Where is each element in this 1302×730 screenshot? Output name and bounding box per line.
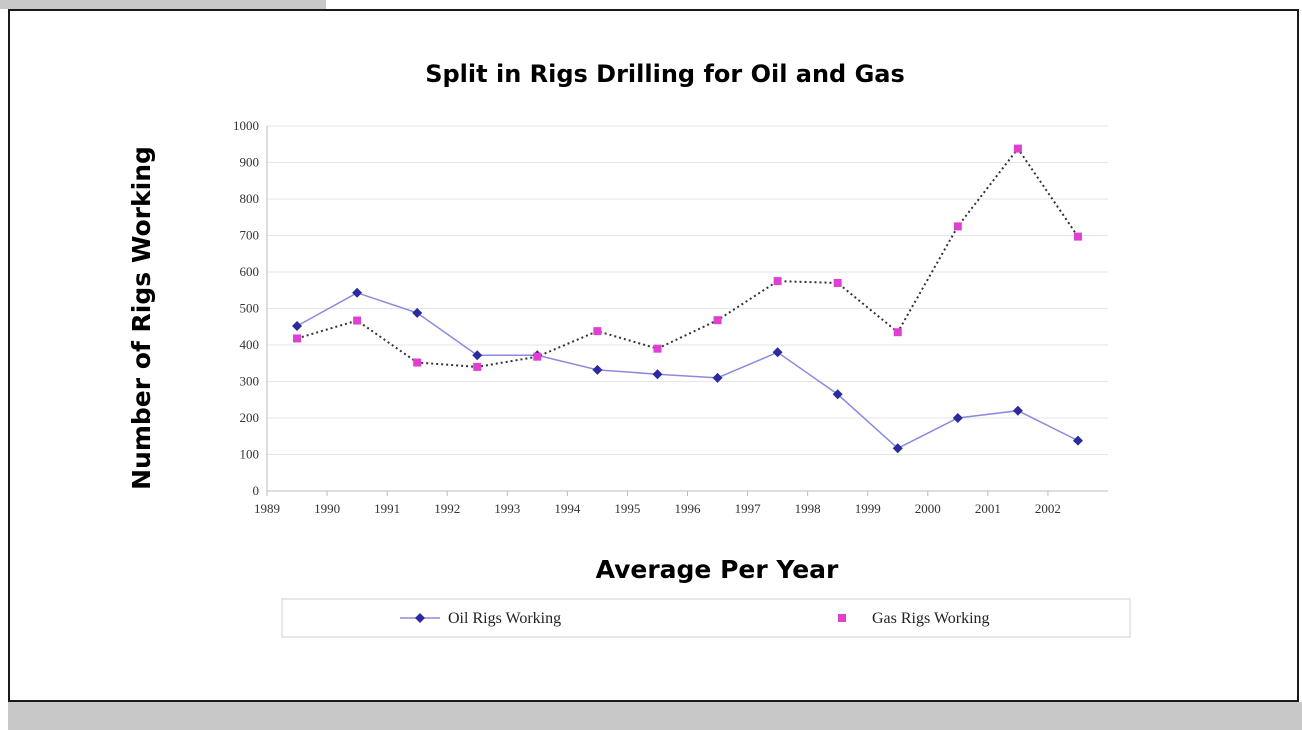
y-axis-title: Number of Rigs Working (127, 146, 156, 490)
gas-rigs-working-point (533, 352, 542, 361)
gas-rigs-working-point (293, 334, 302, 343)
oil-rigs-working-point (952, 413, 963, 423)
gas-rigs-working-point (593, 327, 602, 336)
bottom-bar (8, 702, 1302, 730)
y-tick-label: 0 (253, 483, 260, 498)
oil-rigs-working-point (592, 364, 603, 375)
x-axis-title: Average Per Year (596, 555, 839, 584)
x-tick-label: 1991 (374, 501, 400, 516)
oil-rigs-working-point (712, 372, 723, 383)
y-tick-label: 100 (240, 447, 260, 462)
oil-rigs-working-point (1012, 405, 1023, 416)
gas-rigs-working-point (1073, 232, 1082, 241)
y-tick-label: 800 (240, 191, 260, 206)
x-tick-label: 1990 (314, 501, 340, 516)
gas-rigs-working-point (953, 222, 962, 231)
x-tick-label: 1999 (855, 501, 881, 516)
gas-rigs-working-point (413, 358, 422, 367)
legend-label-gas-rigs-working: Gas Rigs Working (872, 610, 990, 627)
y-tick-label: 400 (240, 337, 260, 352)
oil-rigs-working-line (296, 291, 1079, 450)
top-tab-strip (0, 0, 326, 9)
oil-rigs-working-point (472, 350, 483, 361)
y-tick-labels: 0 100 200 300 400 500 600 700 800 900 1000 (233, 118, 259, 498)
oil-rigs-working-point (1072, 435, 1083, 446)
x-tick-label: 1992 (434, 501, 460, 516)
gas-rigs-working-point (473, 362, 482, 371)
oil-rigs-working-point (892, 443, 903, 454)
y-tick-label: 600 (240, 264, 260, 279)
x-tick-label: 1993 (494, 501, 520, 516)
x-tick-label: 1998 (795, 501, 821, 516)
x-tick-label: 1996 (675, 501, 702, 516)
chart-title: Split in Rigs Drilling for Oil and Gas (425, 60, 905, 88)
oil-rigs-working-point (652, 369, 663, 380)
x-tick-label: 1989 (254, 501, 280, 516)
x-tick-label: 1994 (554, 501, 581, 516)
x-tick-label: 2000 (915, 501, 941, 516)
y-tick-label: 700 (240, 228, 260, 243)
oil-rigs-working-point (772, 347, 783, 358)
slide-frame (8, 9, 1299, 702)
gas-rigs-working-point (353, 316, 362, 325)
x-tick-label: 1997 (735, 501, 762, 516)
x-tick-labels: 1989 1990 1991 1992 1993 1994 1995 1996 1997 1998… (254, 491, 1061, 516)
y-tick-label: 1000 (233, 118, 259, 133)
y-tick-label: 300 (240, 374, 260, 389)
gas-rigs-working-point (713, 316, 722, 325)
legend: Oil Rigs Working Gas Rigs Working (281, 598, 1131, 638)
x-tick-label: 2001 (975, 501, 1001, 516)
gas-rigs-working-line (296, 146, 1079, 368)
gas-rigs-working-point (653, 344, 662, 353)
y-tick-label: 500 (240, 301, 260, 316)
x-tick-label: 1995 (614, 501, 640, 516)
legend-swatch-marker (838, 614, 846, 622)
series-group (292, 144, 1083, 454)
y-tick-label: 900 (240, 155, 260, 170)
legend-label-oil-rigs-working: Oil Rigs Working (448, 610, 561, 627)
oil-rigs-working-point (352, 287, 363, 298)
gas-rigs-working-point (1013, 144, 1022, 153)
legend-swatch-marker (415, 613, 425, 623)
gas-rigs-working-point (833, 278, 842, 287)
gridlines (266, 125, 1108, 492)
oil-rigs-working-point (832, 389, 843, 400)
oil-rigs-working-point (292, 321, 303, 332)
oil-rigs-working-point (412, 307, 423, 318)
y-tick-label: 200 (240, 410, 260, 425)
x-tick-label: 2002 (1035, 501, 1061, 516)
gas-rigs-working-point (773, 277, 782, 286)
gas-rigs-working-point (893, 328, 902, 337)
